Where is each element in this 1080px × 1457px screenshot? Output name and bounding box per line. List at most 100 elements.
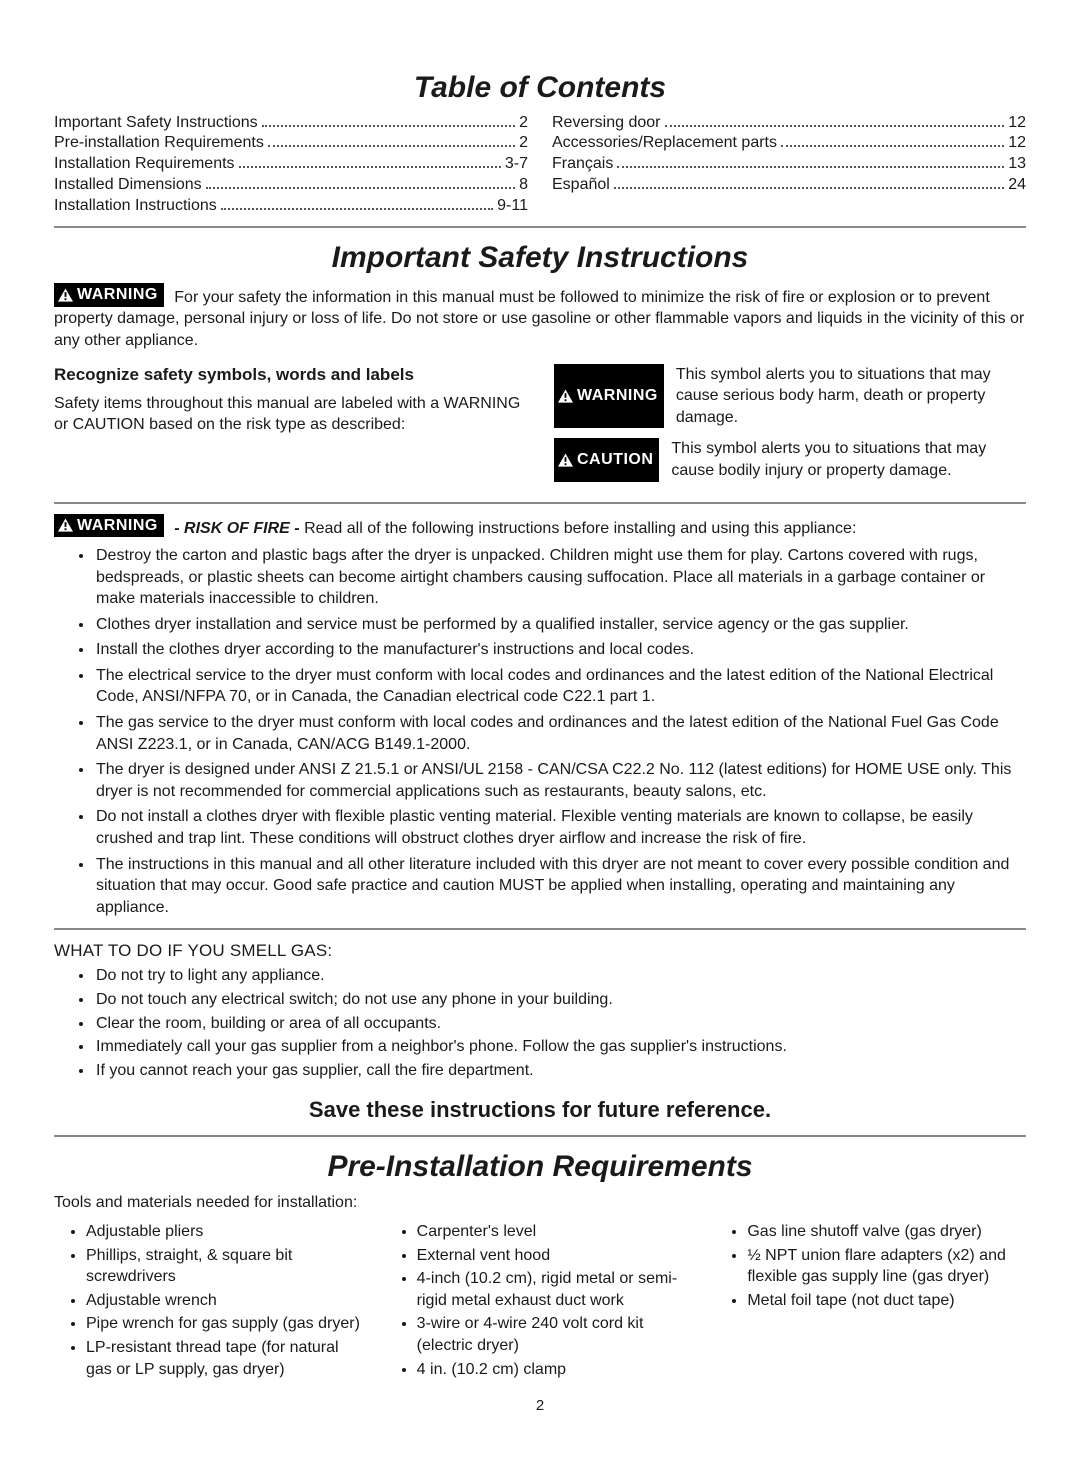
- list-item: Do not touch any electrical switch; do n…: [94, 989, 1026, 1011]
- alert-icon: [58, 518, 73, 532]
- list-item: The electrical service to the dryer must…: [94, 665, 1026, 708]
- toc-dots: [614, 187, 1004, 189]
- toc-page: 8: [519, 175, 528, 196]
- toc-label: Reversing door: [552, 113, 661, 134]
- caution-badge-text: CAUTION: [577, 449, 653, 471]
- list-item: If you cannot reach your gas supplier, c…: [94, 1060, 1026, 1082]
- warning-badge-text: WARNING: [77, 284, 158, 306]
- list-item: Adjustable wrench: [86, 1290, 365, 1312]
- toc-row: Important Safety Instructions2: [54, 113, 528, 134]
- gas-list: Do not try to light any appliance. Do no…: [54, 965, 1026, 1081]
- toc-row: Installed Dimensions 8: [54, 175, 528, 196]
- toc-label: Installed Dimensions: [54, 175, 202, 196]
- recognize-heading: Recognize safety symbols, words and labe…: [54, 364, 526, 387]
- list-item: 4-inch (10.2 cm), rigid metal or semi-ri…: [417, 1268, 696, 1311]
- list-item: 3-wire or 4-wire 240 volt cord kit (elec…: [417, 1313, 696, 1356]
- list-item: The gas service to the dryer must confor…: [94, 712, 1026, 755]
- toc-dots: [617, 166, 1004, 168]
- safety-intro-text: For your safety the information in this …: [54, 289, 1024, 349]
- recognize-left: Recognize safety symbols, words and labe…: [54, 364, 526, 492]
- list-item: Clothes dryer installation and service m…: [94, 614, 1026, 636]
- toc-row: Installation Requirements3-7: [54, 154, 528, 175]
- page-number: 2: [54, 1396, 1026, 1416]
- list-item: Adjustable pliers: [86, 1221, 365, 1243]
- list-item: Phillips, straight, & square bit screwdr…: [86, 1245, 365, 1288]
- recognize-right: WARNING This symbol alerts you to situat…: [554, 364, 1026, 492]
- toc-page: 13: [1008, 154, 1026, 175]
- symbol-warning-text: This symbol alerts you to situations tha…: [670, 364, 1026, 429]
- toc-page: 12: [1008, 133, 1026, 154]
- alert-icon: [558, 389, 573, 403]
- alert-icon: [558, 453, 573, 467]
- warning-badge: WARNING: [54, 514, 164, 538]
- tools-col-3: Gas line shutoff valve (gas dryer) ½ NPT…: [715, 1219, 1026, 1382]
- list-item: ½ NPT union flare adapters (x2) and flex…: [747, 1245, 1026, 1288]
- toc-page: 12: [1008, 113, 1026, 134]
- toc-row: Pre-installation Requirements 2: [54, 133, 528, 154]
- toc: Important Safety Instructions2 Pre-insta…: [54, 113, 1026, 217]
- list-item: Install the clothes dryer according to t…: [94, 639, 1026, 661]
- toc-dots: [268, 145, 515, 147]
- save-instructions: Save these instructions for future refer…: [54, 1095, 1026, 1125]
- toc-dots: [781, 145, 1004, 147]
- toc-col-right: Reversing door 12 Accessories/Replacement…: [552, 113, 1026, 217]
- heading-toc: Table of Contents: [54, 68, 1026, 109]
- risk-intro: WARNING - RISK OF FIRE - Read all of the…: [54, 514, 1026, 539]
- toc-row: Español24: [552, 175, 1026, 196]
- toc-label: Français: [552, 154, 613, 175]
- toc-row: Reversing door 12: [552, 113, 1026, 134]
- list-item: External vent hood: [417, 1245, 696, 1267]
- toc-page: 9-11: [497, 196, 528, 217]
- list-item: The instructions in this manual and all …: [94, 854, 1026, 919]
- tools-heading: Tools and materials needed for installat…: [54, 1192, 1026, 1214]
- toc-label: Pre-installation Requirements: [54, 133, 264, 154]
- list-item: Metal foil tape (not duct tape): [747, 1290, 1026, 1312]
- list-item: Pipe wrench for gas supply (gas dryer): [86, 1313, 365, 1335]
- list-item: Destroy the carton and plastic bags afte…: [94, 545, 1026, 610]
- list-item: 4 in. (10.2 cm) clamp: [417, 1359, 696, 1381]
- list-item: Clear the room, building or area of all …: [94, 1013, 1026, 1035]
- toc-dots: [262, 125, 515, 127]
- risk-lead: Read all of the following instructions b…: [304, 519, 856, 536]
- warning-badge: WARNING: [54, 283, 164, 307]
- list-item: Do not try to light any appliance.: [94, 965, 1026, 987]
- recognize-row: Recognize safety symbols, words and labe…: [54, 364, 1026, 492]
- toc-label: Installation Instructions: [54, 196, 217, 217]
- toc-page: 2: [519, 133, 528, 154]
- toc-dots: [206, 187, 515, 189]
- toc-dots: [239, 166, 501, 168]
- toc-row: Français 13: [552, 154, 1026, 175]
- warning-badge-text: WARNING: [577, 385, 658, 407]
- list-item: Do not install a clothes dryer with flex…: [94, 806, 1026, 849]
- gas-heading: WHAT TO DO IF YOU SMELL GAS:: [54, 940, 1026, 963]
- toc-page: 3-7: [505, 154, 528, 175]
- toc-page: 24: [1008, 175, 1026, 196]
- list-item: Carpenter's level: [417, 1221, 696, 1243]
- alert-icon: [58, 288, 73, 302]
- divider: [54, 226, 1026, 228]
- toc-dots: [665, 125, 1005, 127]
- tools-columns: Adjustable pliers Phillips, straight, & …: [54, 1219, 1026, 1382]
- toc-col-left: Important Safety Instructions2 Pre-insta…: [54, 113, 528, 217]
- divider: [54, 502, 1026, 504]
- safety-intro-block: WARNING For your safety the information …: [54, 283, 1026, 352]
- symbol-caution-text: This symbol alerts you to situations tha…: [665, 438, 1026, 481]
- heading-preinstall: Pre-Installation Requirements: [54, 1147, 1026, 1188]
- list-item: Immediately call your gas supplier from …: [94, 1036, 1026, 1058]
- symbol-caution: CAUTION This symbol alerts you to situat…: [554, 438, 1026, 481]
- toc-row: Accessories/Replacement parts12: [552, 133, 1026, 154]
- risk-label: - RISK OF FIRE -: [174, 519, 299, 536]
- tools-col-1: Adjustable pliers Phillips, straight, & …: [54, 1219, 365, 1382]
- risk-list: Destroy the carton and plastic bags afte…: [54, 545, 1026, 919]
- toc-page: 2: [519, 113, 528, 134]
- symbol-warning: WARNING This symbol alerts you to situat…: [554, 364, 1026, 429]
- toc-dots: [221, 208, 493, 210]
- divider: [54, 928, 1026, 930]
- list-item: Gas line shutoff valve (gas dryer): [747, 1221, 1026, 1243]
- caution-badge: CAUTION: [554, 438, 659, 481]
- list-item: The dryer is designed under ANSI Z 21.5.…: [94, 759, 1026, 802]
- toc-row: Installation Instructions 9-11: [54, 196, 528, 217]
- recognize-text: Safety items throughout this manual are …: [54, 393, 526, 436]
- list-item: LP-resistant thread tape (for natural ga…: [86, 1337, 365, 1380]
- tools-col-2: Carpenter's level External vent hood 4-i…: [385, 1219, 696, 1382]
